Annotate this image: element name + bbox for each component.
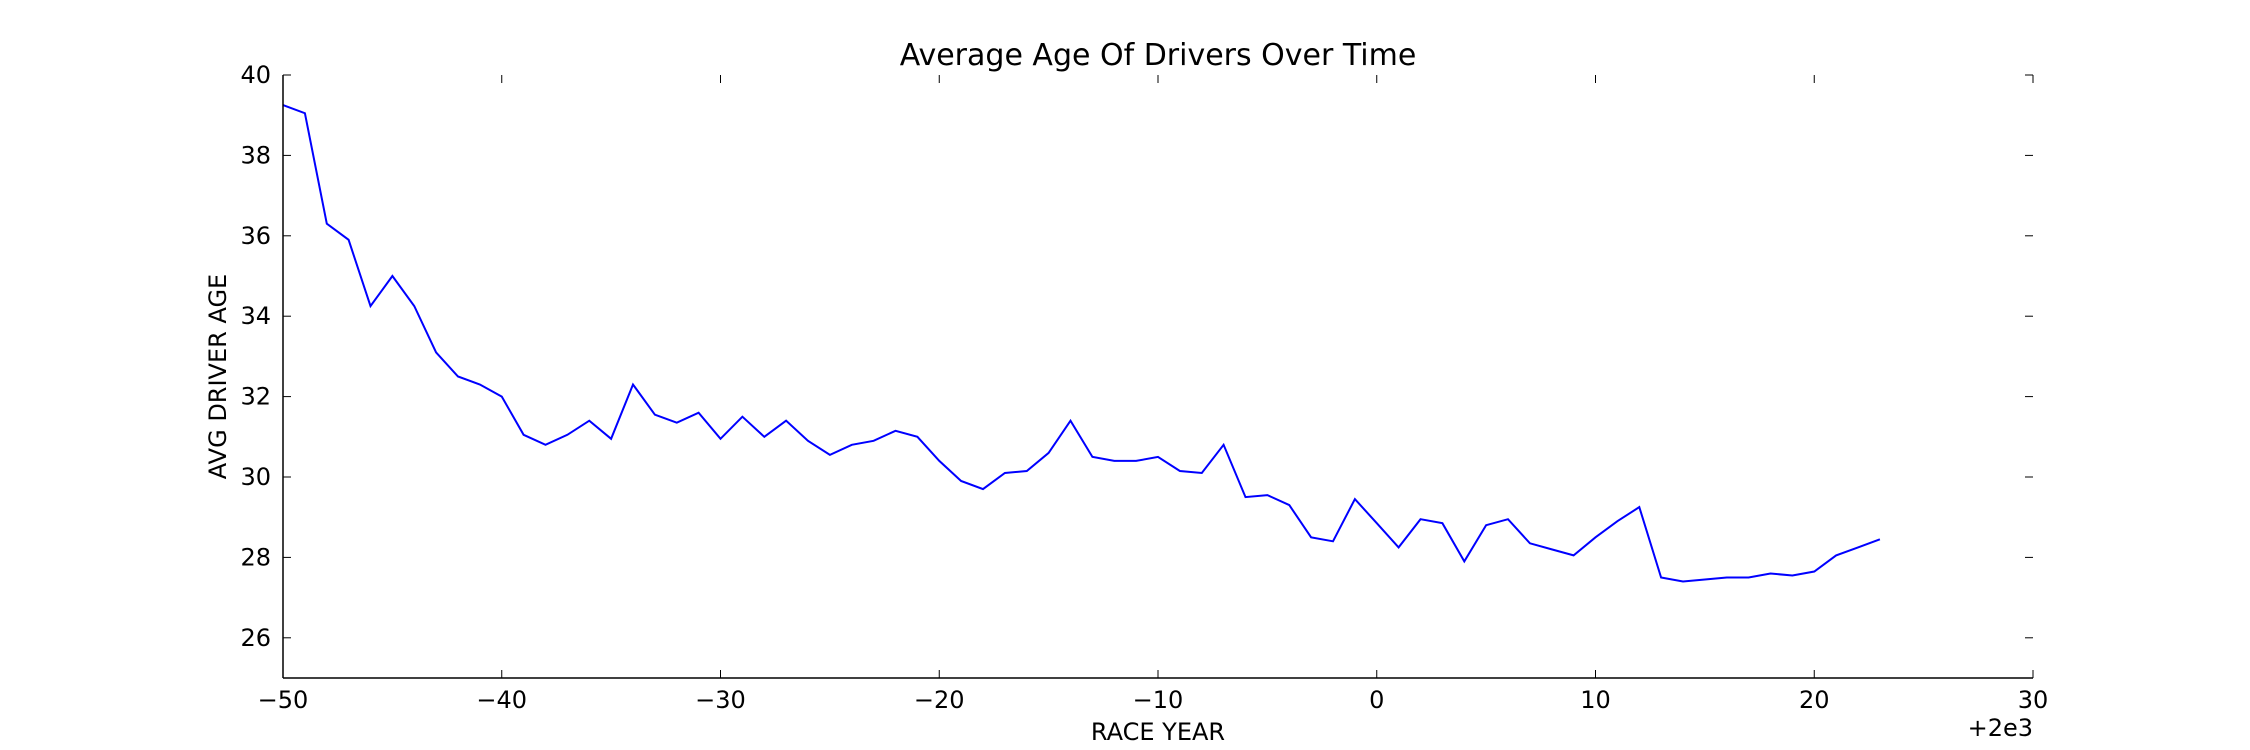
chart-title: Average Age Of Drivers Over Time [900,38,1417,73]
x-tick-label: 10 [1580,686,1611,714]
y-tick-label: 40 [240,61,271,89]
y-tick-label: 28 [240,543,271,571]
x-tick-label: −20 [914,686,965,714]
tick-labels: −50 −40 −30 −20 −10 0 10 20 30 26 28 30 32 34 36 38 40 [240,61,2048,714]
series-line [282,104,1881,583]
axes-frame [282,75,2033,679]
x-axis-label: RACE YEAR [1091,718,1225,746]
x-tick-label: −50 [258,686,309,714]
plot-background [283,75,2033,678]
x-tick-label: 30 [2018,686,2049,714]
y-axis-label: AVG DRIVER AGE [204,274,232,479]
y-tick-label: 34 [240,302,271,330]
x-tick-label: −30 [695,686,746,714]
y-tick-label: 36 [240,222,271,250]
y-tick-label: 26 [240,624,271,652]
x-tick-label: 20 [1799,686,1830,714]
y-tick-label: 30 [240,463,271,491]
y-tick-label: 32 [240,383,271,411]
y-tick-label: 38 [240,141,271,169]
x-tick-label: −40 [476,686,527,714]
x-offset-label: +2e3 [1968,714,2033,742]
x-tick-label: −10 [1133,686,1184,714]
axis-ticks [282,74,2034,678]
x-tick-label: 0 [1369,686,1384,714]
